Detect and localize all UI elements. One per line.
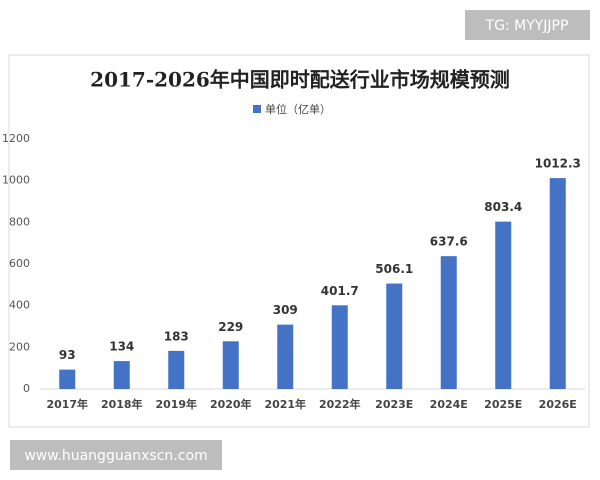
x-tick-label: 2023E <box>375 398 413 411</box>
y-tick-label: 0 <box>23 382 30 395</box>
bar <box>331 305 348 389</box>
value-label: 506.1 <box>375 262 413 276</box>
watermark-box <box>465 10 590 40</box>
y-tick-label: 600 <box>9 257 30 270</box>
y-tick-label: 200 <box>9 340 30 353</box>
x-tick-label: 2024E <box>430 398 468 411</box>
bar <box>59 369 76 389</box>
x-tick-label: 2019年 <box>155 397 197 411</box>
value-label: 309 <box>273 303 298 317</box>
watermark: www.huangguanxscn.com <box>24 448 207 464</box>
chart-frame <box>8 54 590 428</box>
y-tick-label: 1200 <box>2 132 30 145</box>
value-label: 1012.3 <box>535 157 581 171</box>
value-label: 401.7 <box>321 284 359 298</box>
bar <box>495 221 512 389</box>
bar <box>222 341 239 389</box>
value-label: 229 <box>218 320 243 334</box>
x-tick-label: 2026E <box>539 398 577 411</box>
x-tick-label: 2022年 <box>319 397 361 411</box>
x-tick-label: 2020年 <box>210 397 252 411</box>
value-label: 183 <box>164 329 189 343</box>
bar <box>168 350 185 389</box>
x-tick-label: 2021年 <box>264 397 306 411</box>
chart-title: 2017-2026年中国即时配送行业市场规模预测 <box>90 68 510 92</box>
y-tick-label: 1000 <box>2 174 30 187</box>
x-tick-label: 2025E <box>484 398 522 411</box>
legend-swatch <box>253 105 261 113</box>
y-tick-label: 400 <box>9 299 30 312</box>
x-tick-label: 2018年 <box>101 397 143 411</box>
value-label: 803.4 <box>484 200 522 214</box>
value-label: 93 <box>59 348 76 362</box>
bar <box>440 256 457 389</box>
bar <box>549 178 566 389</box>
value-label: 134 <box>109 340 134 354</box>
x-tick-label: 2017年 <box>46 397 88 411</box>
value-label: 637.6 <box>430 235 468 249</box>
watermark: TG: MYYJJPP <box>485 18 569 34</box>
bar <box>113 361 130 389</box>
bar <box>386 283 403 389</box>
legend-label: 单位（亿单） <box>265 102 331 116</box>
y-tick-label: 800 <box>9 215 30 228</box>
bar <box>277 324 294 389</box>
watermark-box <box>10 440 222 470</box>
